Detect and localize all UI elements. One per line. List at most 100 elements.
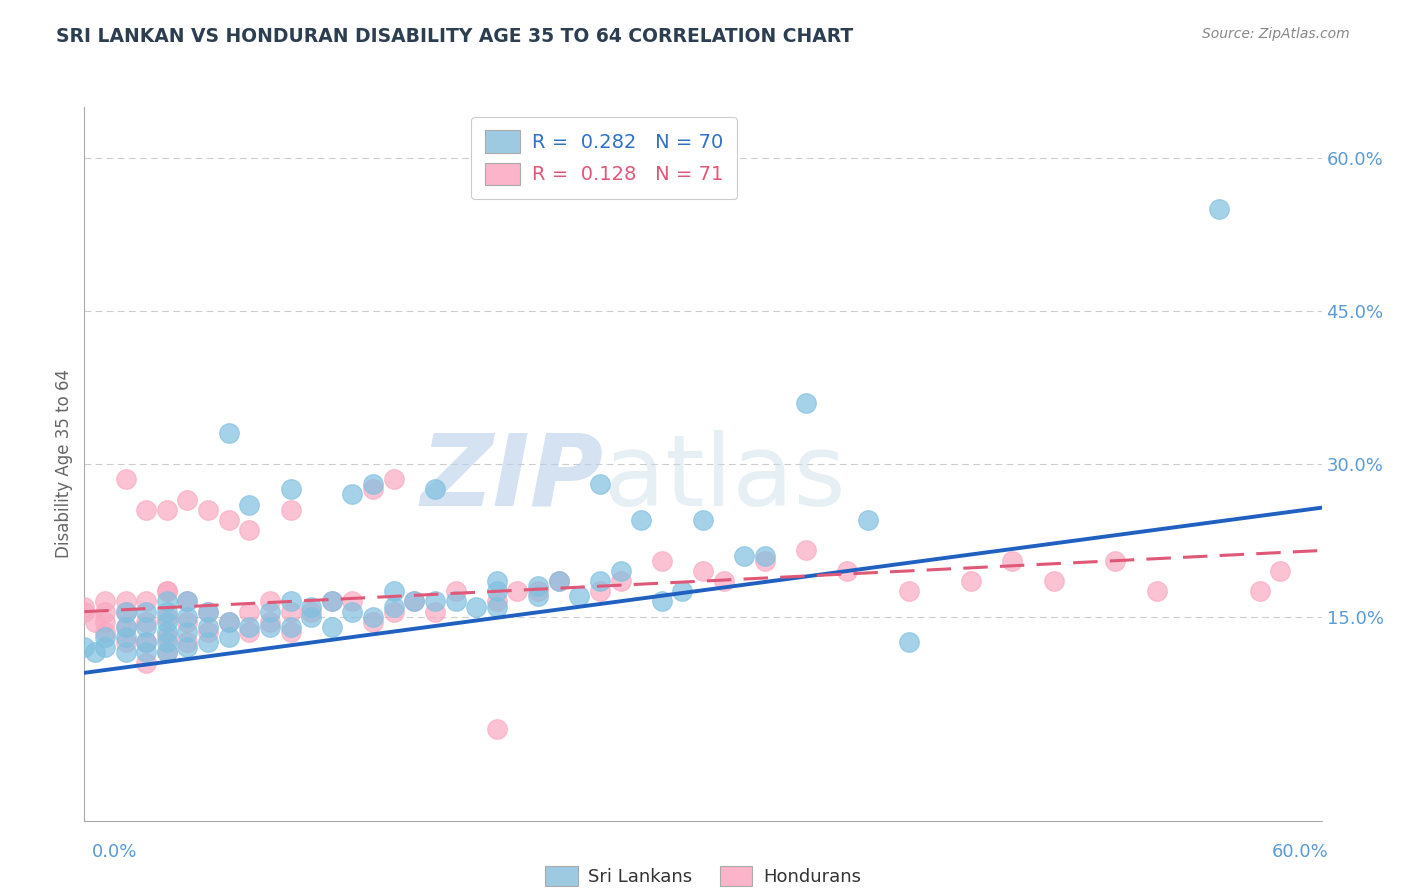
Point <box>197 605 219 619</box>
Point <box>485 599 508 614</box>
Point <box>156 584 179 599</box>
Point <box>94 640 117 655</box>
Point <box>837 564 859 578</box>
Text: Source: ZipAtlas.com: Source: ZipAtlas.com <box>1202 27 1350 41</box>
Point <box>114 472 136 486</box>
Point <box>280 502 302 516</box>
Point <box>527 579 550 593</box>
Point <box>423 483 446 497</box>
Point <box>465 599 488 614</box>
Point <box>176 492 198 507</box>
Point <box>382 584 405 599</box>
Point <box>547 574 569 588</box>
Point <box>280 620 302 634</box>
Point <box>218 615 240 629</box>
Point <box>280 605 302 619</box>
Point <box>547 574 569 588</box>
Point <box>135 645 157 659</box>
Point <box>568 590 591 604</box>
Point <box>361 615 384 629</box>
Point <box>156 625 179 640</box>
Point <box>898 635 921 649</box>
Point <box>485 722 508 736</box>
Point <box>651 594 673 608</box>
Point <box>176 609 198 624</box>
Point <box>754 549 776 563</box>
Point <box>176 615 198 629</box>
Point <box>1208 202 1230 216</box>
Point <box>114 594 136 608</box>
Text: 0.0%: 0.0% <box>91 843 136 861</box>
Point <box>94 594 117 608</box>
Point <box>733 549 755 563</box>
Point <box>382 599 405 614</box>
Point <box>197 620 219 634</box>
Point <box>176 635 198 649</box>
Legend: Sri Lankans, Hondurans: Sri Lankans, Hondurans <box>538 858 868 892</box>
Text: 60.0%: 60.0% <box>1272 843 1329 861</box>
Point <box>218 426 240 441</box>
Point <box>423 594 446 608</box>
Point <box>259 594 281 608</box>
Point <box>527 590 550 604</box>
Point <box>321 594 343 608</box>
Text: SRI LANKAN VS HONDURAN DISABILITY AGE 35 TO 64 CORRELATION CHART: SRI LANKAN VS HONDURAN DISABILITY AGE 35… <box>56 27 853 45</box>
Point <box>259 615 281 629</box>
Point <box>156 635 179 649</box>
Point <box>321 620 343 634</box>
Point <box>135 502 157 516</box>
Point <box>73 599 96 614</box>
Point <box>156 605 179 619</box>
Point <box>280 483 302 497</box>
Point <box>1270 564 1292 578</box>
Point <box>218 615 240 629</box>
Point <box>630 513 652 527</box>
Point <box>342 487 364 501</box>
Point <box>1042 574 1064 588</box>
Point <box>135 594 157 608</box>
Point <box>238 625 260 640</box>
Point <box>197 625 219 640</box>
Point <box>259 605 281 619</box>
Point <box>114 635 136 649</box>
Point <box>609 574 631 588</box>
Point <box>342 594 364 608</box>
Point <box>361 483 384 497</box>
Text: ZIP: ZIP <box>420 430 605 526</box>
Point <box>114 645 136 659</box>
Point <box>692 564 714 578</box>
Point <box>361 477 384 491</box>
Point <box>135 635 157 649</box>
Point <box>960 574 983 588</box>
Point <box>94 615 117 629</box>
Point <box>156 502 179 516</box>
Point <box>83 645 105 659</box>
Point <box>135 620 157 634</box>
Point <box>156 584 179 599</box>
Point <box>651 554 673 568</box>
Point <box>280 594 302 608</box>
Point <box>156 645 179 659</box>
Point <box>135 615 157 629</box>
Point <box>135 605 157 619</box>
Point <box>754 554 776 568</box>
Point <box>589 584 612 599</box>
Point <box>176 625 198 640</box>
Point <box>238 620 260 634</box>
Point <box>485 594 508 608</box>
Point <box>218 513 240 527</box>
Point <box>156 630 179 644</box>
Point <box>156 594 179 608</box>
Point <box>671 584 693 599</box>
Point <box>299 605 322 619</box>
Point <box>423 605 446 619</box>
Point <box>176 640 198 655</box>
Point <box>94 605 117 619</box>
Point <box>506 584 529 599</box>
Point <box>114 605 136 619</box>
Point <box>94 625 117 640</box>
Point <box>1001 554 1024 568</box>
Point <box>361 609 384 624</box>
Text: atlas: atlas <box>605 430 845 526</box>
Point <box>114 630 136 644</box>
